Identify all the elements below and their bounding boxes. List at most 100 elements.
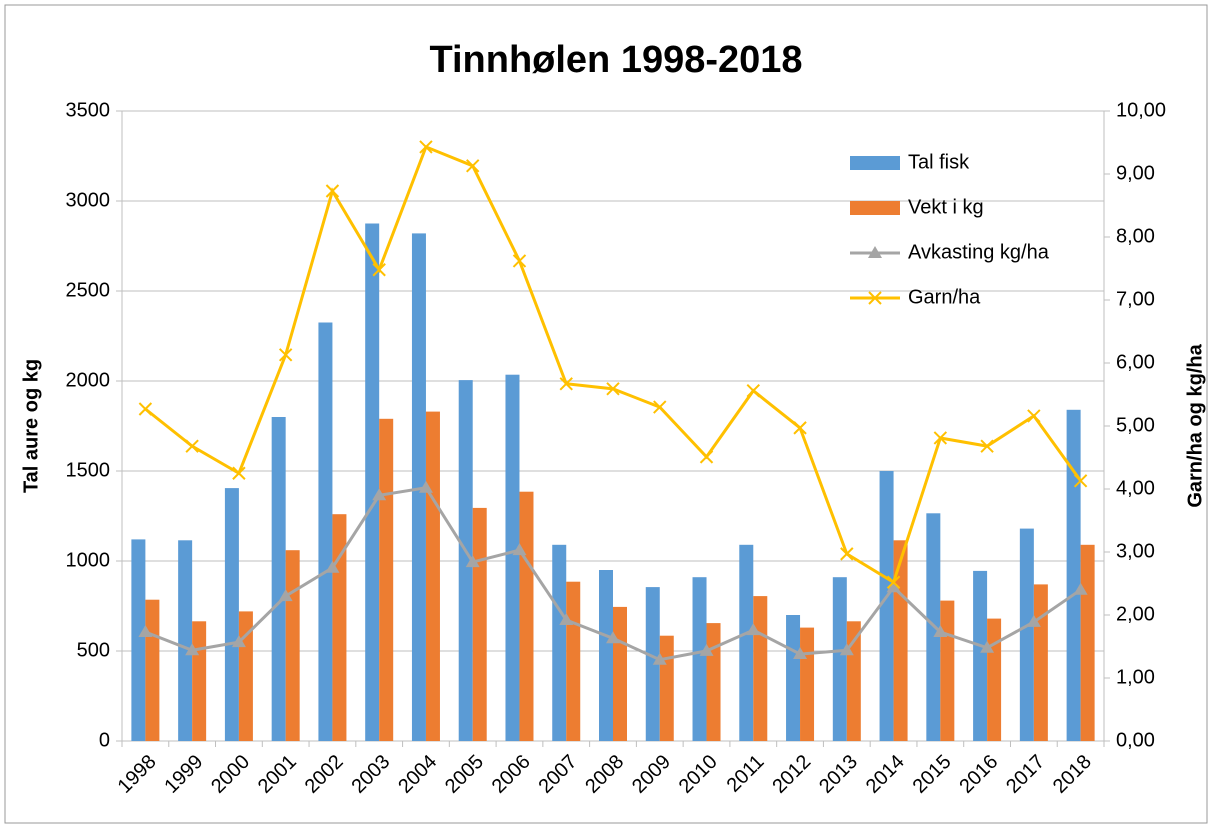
bar xyxy=(1019,528,1034,741)
marker xyxy=(839,643,854,656)
y2-tick-label: 8,00 xyxy=(1116,225,1155,247)
bar xyxy=(739,544,754,741)
bar xyxy=(692,577,707,741)
marker xyxy=(793,421,807,435)
marker xyxy=(278,348,293,362)
bar xyxy=(271,417,286,741)
bar xyxy=(224,488,239,741)
y2-tick-label: 1,00 xyxy=(1116,666,1155,688)
bar xyxy=(458,380,473,741)
bar xyxy=(973,570,988,741)
bar xyxy=(131,539,146,741)
marker xyxy=(1026,614,1041,627)
y-tick-label: 2000 xyxy=(66,369,111,391)
marker xyxy=(933,431,948,445)
marker xyxy=(138,625,153,638)
y-tick-label: 0 xyxy=(99,729,110,751)
marker xyxy=(419,140,433,154)
marker xyxy=(699,450,714,464)
bar xyxy=(519,491,534,741)
marker xyxy=(559,377,573,391)
marker xyxy=(886,580,901,593)
bar xyxy=(379,418,394,741)
bar xyxy=(940,600,955,741)
legend-marker xyxy=(868,246,882,258)
marker xyxy=(465,555,480,568)
bar xyxy=(753,596,768,741)
bar xyxy=(613,606,627,741)
marker xyxy=(606,631,620,644)
legend-swatch xyxy=(850,156,900,170)
marker xyxy=(652,652,667,665)
marker xyxy=(933,625,948,638)
bar xyxy=(192,621,207,741)
y-axis-title: Tal aure og kg xyxy=(20,359,42,493)
bar xyxy=(706,623,721,741)
bar xyxy=(987,618,1002,741)
bar xyxy=(659,635,674,741)
y-tick-label: 500 xyxy=(77,639,110,661)
bar xyxy=(645,587,660,741)
marker xyxy=(278,589,293,602)
marker xyxy=(372,263,386,277)
bar xyxy=(800,627,815,741)
y2-tick-label: 5,00 xyxy=(1116,414,1155,436)
marker xyxy=(559,613,574,626)
bar xyxy=(786,615,801,741)
bar xyxy=(178,540,193,741)
y2-tick-label: 4,00 xyxy=(1116,477,1155,499)
marker xyxy=(606,382,620,396)
marker xyxy=(746,384,760,398)
marker xyxy=(138,402,153,416)
legend-label: Avkasting kg/ha xyxy=(908,241,1050,263)
marker xyxy=(232,466,246,480)
marker xyxy=(1073,474,1088,488)
y-tick-label: 2500 xyxy=(66,279,111,301)
y2-tick-label: 9,00 xyxy=(1116,162,1155,184)
marker xyxy=(840,547,854,561)
bar xyxy=(879,471,894,741)
y2-tick-label: 3,00 xyxy=(1116,540,1155,562)
marker xyxy=(980,439,994,453)
legend-marker xyxy=(868,291,882,305)
marker xyxy=(980,640,995,653)
bar xyxy=(145,599,160,741)
marker xyxy=(512,254,527,268)
marker xyxy=(372,488,387,501)
marker xyxy=(653,400,667,414)
y2-tick-label: 0,00 xyxy=(1116,729,1155,751)
bar xyxy=(552,544,567,741)
chart-title: Tinnhølen 1998-2018 xyxy=(429,39,802,81)
marker xyxy=(418,480,433,493)
bar xyxy=(566,581,581,741)
y2-tick-label: 7,00 xyxy=(1116,288,1155,310)
bar xyxy=(505,374,520,741)
marker xyxy=(1027,409,1041,423)
marker xyxy=(699,643,714,656)
marker xyxy=(793,647,808,660)
marker xyxy=(886,575,901,589)
legend-swatch xyxy=(850,201,900,215)
bar xyxy=(1066,409,1081,741)
y2-tick-label: 10,00 xyxy=(1116,99,1166,121)
marker xyxy=(746,623,761,636)
bar xyxy=(285,550,300,741)
bar xyxy=(1080,544,1095,741)
bar xyxy=(832,577,847,741)
bar xyxy=(365,223,380,741)
y2-axis-title: Garn/ha og kg/ha xyxy=(1184,343,1206,507)
bar xyxy=(599,570,613,741)
bar xyxy=(1033,584,1048,741)
marker xyxy=(325,560,340,573)
legend-label: Tal fisk xyxy=(908,151,970,173)
y2-tick-label: 2,00 xyxy=(1116,603,1155,625)
y-tick-label: 3000 xyxy=(66,189,111,211)
legend-label: Garn/ha xyxy=(908,286,981,308)
bar xyxy=(472,507,487,741)
marker xyxy=(231,635,246,648)
y-tick-label: 1500 xyxy=(66,459,111,481)
bar xyxy=(318,322,333,741)
marker xyxy=(325,184,340,198)
